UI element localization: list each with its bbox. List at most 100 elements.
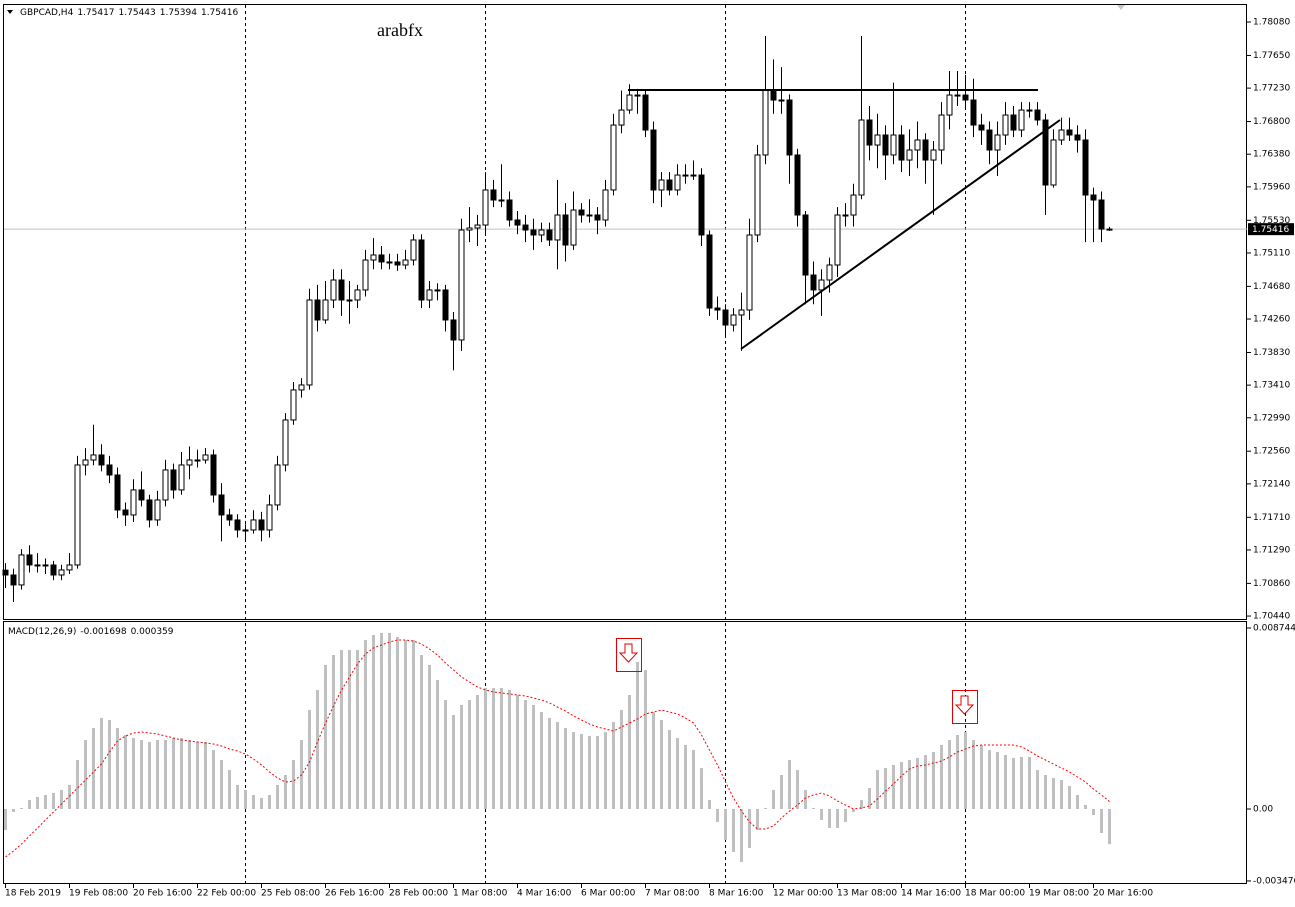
macd-bar (1052, 777, 1055, 809)
x-tick-label: 26 Feb 16:00 (325, 889, 384, 899)
y-tick-label: 1.77650 (1253, 51, 1290, 61)
candle-body (266, 504, 273, 531)
candle-body (570, 209, 577, 246)
macd-bar (68, 785, 71, 809)
candle-body (58, 569, 65, 576)
macd-bar (676, 738, 679, 809)
candle-body (418, 239, 425, 301)
candle-body (642, 94, 649, 131)
macd-bar (892, 764, 895, 809)
macd-bar (268, 795, 271, 809)
macd-layer: 0.008744 0.00 -0.003476 (4, 624, 1295, 886)
macd-bar (500, 688, 503, 809)
candle-body (474, 224, 481, 229)
candle-body (306, 299, 313, 386)
macd-bar (668, 730, 671, 809)
macd-bar (452, 715, 455, 809)
candle-body (1050, 139, 1057, 186)
sell-arrow (616, 638, 642, 672)
candle-body (290, 389, 297, 421)
candle-body (218, 494, 225, 516)
candle-body (138, 489, 145, 501)
y-tick-label: 1.75110 (1253, 248, 1290, 258)
x-tick-label: 19 Mar 08:00 (1029, 889, 1089, 899)
candle-body (906, 149, 913, 161)
macd-bar (316, 689, 319, 809)
macd-bar (1028, 757, 1031, 809)
macd-bar (124, 734, 127, 809)
candle-body (722, 309, 729, 326)
candle-body (754, 154, 761, 236)
candle-body (898, 134, 905, 161)
header-value: GBPCAD,H4 (20, 8, 74, 18)
macd-bar (652, 712, 655, 809)
macd-bar (804, 789, 807, 809)
candle-body (26, 554, 33, 566)
macd-bar (1068, 786, 1071, 809)
candle-body (866, 119, 873, 146)
macd-bar (828, 808, 831, 829)
macd-bar (220, 760, 223, 809)
candle-body (354, 289, 361, 301)
candle-body (594, 214, 601, 221)
candle-body (578, 209, 585, 216)
x-tick-label: 19 Feb 08:00 (69, 889, 128, 899)
macd-bar (284, 774, 287, 809)
macd-bar (292, 760, 295, 809)
candle-body (1010, 114, 1017, 131)
x-tick-label: 14 Mar 16:00 (901, 889, 961, 899)
macd-bar (484, 688, 487, 809)
macd-bar (964, 731, 967, 809)
candle-body (386, 261, 393, 264)
y-tick-label: 1.74260 (1253, 315, 1290, 325)
candle-body (746, 234, 753, 311)
candle-body (1042, 119, 1049, 186)
candle-body (514, 219, 521, 226)
x-tick-label: 4 Mar 16:00 (517, 889, 572, 899)
candle-body (738, 309, 745, 316)
candle-body (1026, 109, 1033, 112)
macd-bar (684, 744, 687, 809)
macd-bar (724, 808, 727, 841)
y-tick-label: 1.78080 (1253, 18, 1290, 28)
candle-body (322, 299, 329, 321)
macd-bar (1004, 754, 1007, 809)
candle-body (698, 174, 705, 236)
header-value: 1.75416 (201, 8, 238, 18)
arrow-down (618, 643, 639, 663)
y-tick-label: 0.00 (1253, 804, 1273, 814)
candle-body (1074, 134, 1081, 141)
candle-body (226, 514, 233, 521)
candle-body (282, 419, 289, 466)
macd-bar (180, 738, 183, 809)
candle-body (250, 519, 257, 531)
candle-body (154, 499, 161, 521)
macd-bar (372, 634, 375, 809)
macd-bar (156, 740, 159, 809)
candle-body (378, 254, 385, 263)
candle-body (458, 229, 465, 341)
macd-bar (460, 705, 463, 809)
candle-body (402, 259, 409, 266)
macd-bar (236, 785, 239, 809)
candle-body (450, 319, 457, 341)
candle-body (810, 274, 817, 291)
header-value: 1.75394 (160, 8, 197, 18)
macd-bar (780, 774, 783, 809)
macd-bar (260, 798, 263, 809)
macd-bar (692, 750, 695, 809)
signal-line (5, 639, 1110, 858)
macd-bar (588, 735, 591, 809)
header-value: 1.75443 (119, 8, 156, 18)
candle-body (34, 564, 41, 567)
candle-body (962, 94, 969, 101)
macd-bar (932, 751, 935, 809)
candle-body (122, 509, 129, 516)
candle-body (74, 464, 81, 566)
candle-body (42, 564, 49, 567)
y-tick-label: 1.73830 (1253, 348, 1290, 358)
macd-bar (276, 785, 279, 809)
candle-body (778, 99, 785, 102)
macd-bar (100, 718, 103, 809)
candle-body (170, 469, 177, 491)
